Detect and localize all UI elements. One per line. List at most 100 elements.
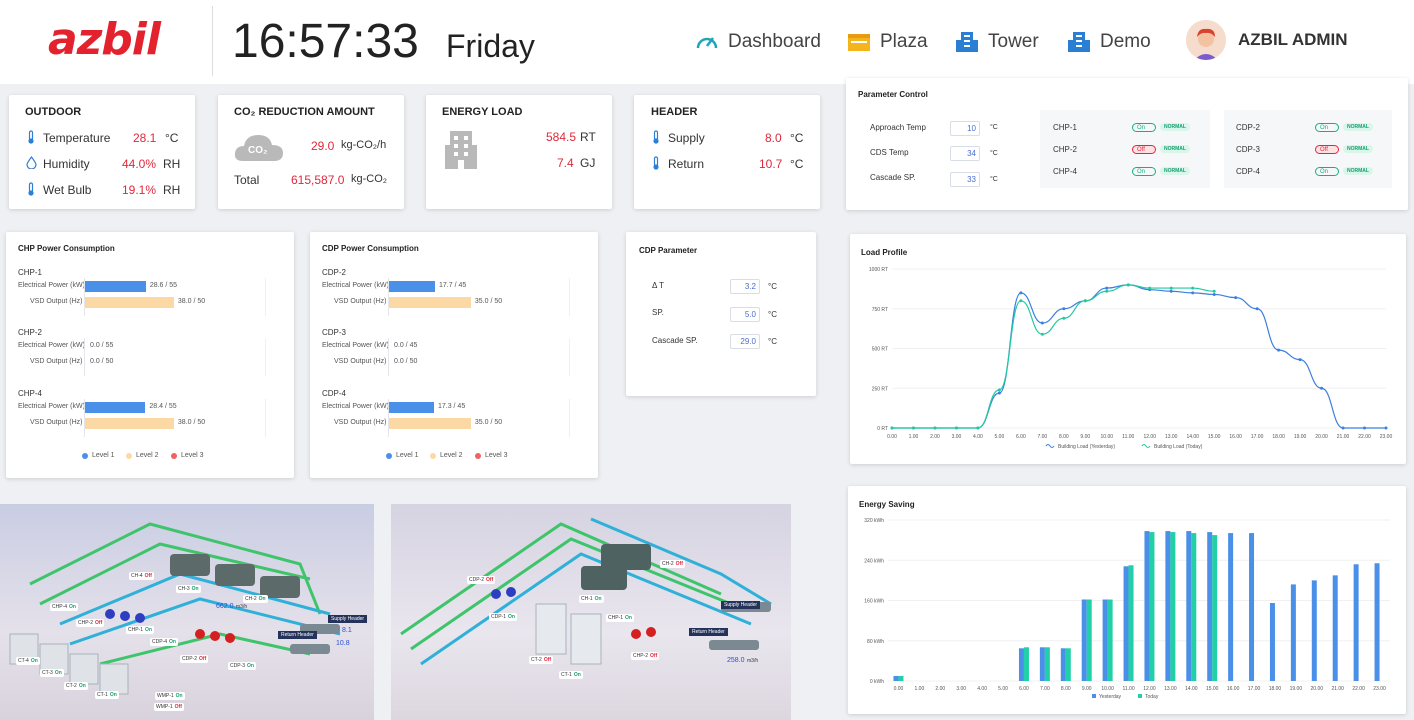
co2-icon-text: CO₂ [248,145,268,156]
equipment-name: CHP-1 [128,627,144,633]
equipment-state: On [54,670,62,676]
flow-unit: m3/h [747,658,759,664]
equipment-name: CDP-2 [182,656,198,662]
y-tick-label: 0 kWh [870,679,884,685]
cascade-sp-input[interactable]: 29.0 [730,334,760,349]
equipment-name: CH-1 [581,596,593,602]
load-profile-chart: 0 RT 250 RT 500 RT 750 RT 1000 RT 0.00 1.00 2.0… [869,267,1393,450]
unit-name: CDP-3 [322,328,347,337]
bar-vsd-output [389,297,471,308]
unit-name: CHP-2 [18,328,43,337]
equipment-tag[interactable]: CDP-2 Off [467,576,496,584]
data-point [1169,289,1173,293]
equipment-tag[interactable]: CT-1 On [95,691,119,699]
card-title: CDP Parameter [639,246,698,255]
return-header-tag: Return Header [278,631,317,639]
equipment-tag[interactable]: CT-3 On [40,669,64,677]
avatar [1186,20,1226,60]
x-tick-label: 12.00 [1143,686,1156,692]
chp-2-toggle[interactable]: Off [1132,145,1156,154]
cdp-4-toggle[interactable]: On [1315,167,1339,176]
equipment-state: Off [199,656,207,662]
approach-temp-input[interactable]: 10 [950,121,980,136]
nav-demo[interactable]: Demo [1066,30,1151,54]
bar-value-label: 17.3 / 45 [437,403,466,410]
legend-label: Today [1145,694,1159,700]
nav-tower[interactable]: Tower [954,30,1039,54]
humidity-label: Humidity [43,157,90,171]
delta-t-input[interactable]: 3.2 [730,279,760,294]
cdp-2-toggle[interactable]: On [1315,123,1339,132]
equipment-tag[interactable]: WMP-1 On [155,692,185,700]
x-tick-label: 1.00 [915,686,925,692]
cascade-sp-input[interactable]: 33 [950,172,980,187]
equipment-tag[interactable]: CH-4 Off [129,572,154,580]
chp-4-status: NORMAL [1160,167,1190,175]
energy-load-card: ENERGY LOAD 584.5 RT 7.4 GJ [426,95,612,209]
legend-label: Building Load (Yesterday) [1058,444,1115,450]
user-menu[interactable]: AZBIL ADMIN [1186,20,1348,60]
equipment-tag[interactable]: CT-4 On [16,657,40,665]
wet-bulb-unit: RH [163,183,181,197]
x-tick-label: 9.00 [1080,434,1090,440]
cdp-power-card: CDP Power Consumption CDP-2 Electrical Po… [310,232,598,478]
cdp-3-toggle[interactable]: Off [1315,145,1339,154]
sp-input[interactable]: 5.0 [730,307,760,322]
legend-dot [82,452,88,459]
equipment-tag[interactable]: CT-2 Off [529,656,554,664]
equipment-tag[interactable]: CH-3 On [176,585,201,593]
equipment-tag[interactable]: CDP-3 On [228,662,256,670]
equipment-tag[interactable]: CHP-2 Off [631,652,660,660]
bar [1332,575,1338,681]
bar [1023,647,1029,681]
plant-diagram-plaza[interactable]: CH-4 Off CH-3 On CH-2 On CHP-4 On CHP-2 Off CHP-1 O… [0,504,374,720]
chp-4-toggle[interactable]: On [1132,167,1156,176]
chp-1-toggle[interactable]: On [1132,123,1156,132]
bar [898,675,904,681]
equipment-state: On [594,596,602,602]
chp-1-label: CHP-1 [1053,123,1078,132]
equipment-tag[interactable]: CH-2 On [243,595,268,603]
plant-diagram-tower[interactable]: CDP-2 Off CH-2 Off CH-1 On CHP-1 On CDP-1 On CT-2 O… [391,504,791,720]
equipment-tag[interactable]: CT-1 On [559,671,583,679]
equipment-tag[interactable]: CH-1 On [579,595,604,603]
equipment-tag[interactable]: CDP-2 Off [180,655,209,663]
equipment-name: CHP-4 [52,604,68,610]
legend-level-1: Level 1 [386,452,419,459]
y-tick-label: 0 RT [877,426,888,432]
equipment-tag[interactable]: CT-2 On [64,682,88,690]
equipment-tag[interactable]: CHP-1 On [126,626,154,634]
equipment-tag[interactable]: WMP-1 Off [154,703,184,711]
bar-value-label: 28.6 / 55 [149,282,178,289]
unit-name: CHP-1 [18,268,43,277]
x-tick-label: 3.00 [952,434,962,440]
grid-line [265,338,266,376]
legend-label: Building Load (Today) [1154,444,1203,450]
equipment-tag[interactable]: CDP-4 On [150,638,178,646]
equipment-tag[interactable]: CHP-1 On [606,614,634,622]
data-point [1234,296,1238,300]
bar [1044,647,1050,681]
nav-dashboard[interactable]: Dashboard [694,30,821,54]
co2-total-unit: kg-CO₂ [351,173,388,185]
equipment-tag[interactable]: CH-2 Off [660,560,685,568]
series-line [891,284,1215,429]
card-title: CO₂ REDUCTION AMOUNT [234,106,375,118]
legend-marker [1138,694,1142,698]
equipment-tag[interactable]: CDP-1 On [489,613,517,621]
x-tick-label: 8.00 [1059,434,1069,440]
thermometer-icon [28,182,34,196]
equipment-tag[interactable]: CHP-2 Off [76,619,105,627]
chp-4-label: CHP-4 [1053,167,1078,176]
bar-value-label: 38.0 / 50 [177,298,206,305]
user-name: AZBIL ADMIN [1238,30,1348,49]
row-label: Electrical Power (kW) [322,282,389,289]
legend-marker [1045,444,1055,448]
equipment-state: Off [95,620,103,626]
cds-temp-input[interactable]: 34 [950,146,980,161]
bar-value-label: 0.0 / 50 [90,358,114,365]
nav-plaza[interactable]: Plaza [846,30,928,54]
equipment-tag[interactable]: CHP-4 On [50,603,78,611]
grid-line [569,278,570,316]
data-point [1212,289,1216,293]
